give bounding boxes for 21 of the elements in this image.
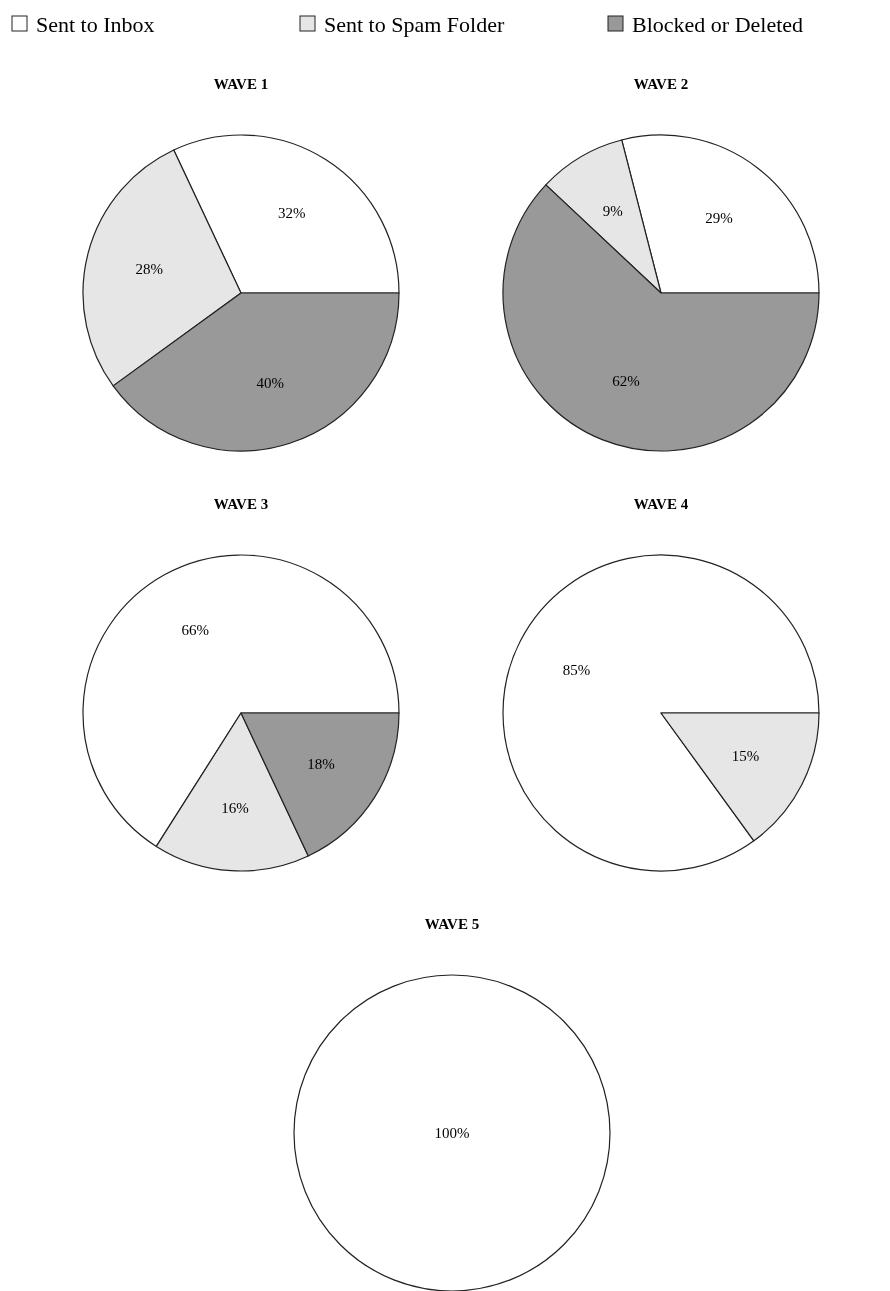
data-label: 29% (705, 210, 733, 227)
data-label: 32% (278, 204, 306, 221)
data-label: 85% (562, 661, 591, 678)
legend-label: Sent to Spam Folder (324, 11, 505, 37)
pie-slice (502, 554, 820, 872)
data-label: 66% (181, 621, 210, 638)
chart-title: WAVE 4 (633, 496, 689, 512)
legend-label: Sent to Inbox (36, 11, 155, 37)
legend-label: Blocked or Deleted (632, 11, 804, 37)
data-label: 16% (221, 799, 249, 816)
data-label: 100% (434, 1125, 470, 1141)
chart-title: WAVE 5 (424, 916, 480, 932)
data-label: 40% (256, 375, 285, 392)
data-label: 15% (731, 748, 760, 765)
text: WAVE 1 (213, 76, 269, 92)
data-label: 18% (307, 755, 335, 772)
chart-title: WAVE 3 (213, 496, 269, 512)
data-label: 28% (135, 261, 163, 278)
data-label: 62% (612, 373, 640, 390)
chart-title: WAVE 2 (633, 76, 689, 92)
data-label: 9% (602, 203, 623, 220)
